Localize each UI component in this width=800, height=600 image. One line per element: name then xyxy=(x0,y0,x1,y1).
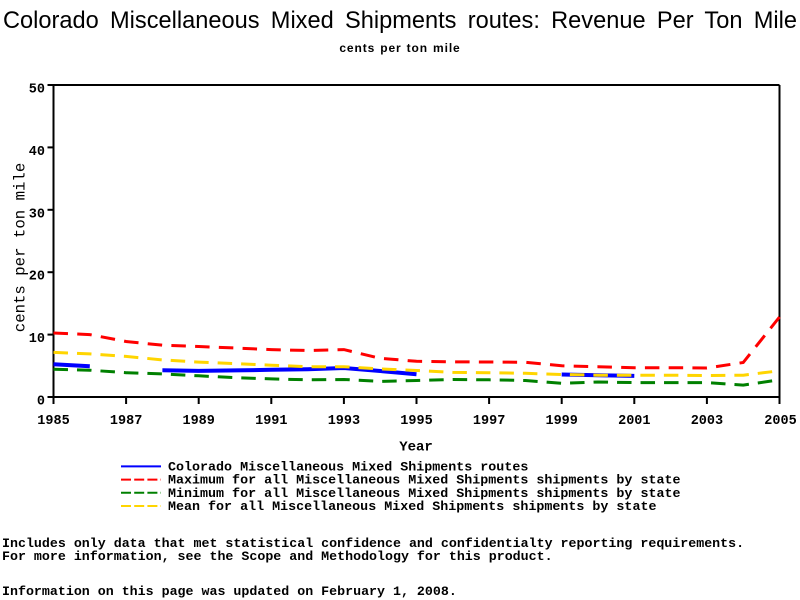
svg-text:cents per ton mile: cents per ton mile xyxy=(12,163,30,332)
svg-text:10: 10 xyxy=(29,332,45,347)
svg-text:1985: 1985 xyxy=(37,414,69,429)
svg-text:1993: 1993 xyxy=(328,414,360,429)
svg-text:Minimum for all Miscellaneous: Minimum for all Miscellaneous Mixed Ship… xyxy=(168,487,680,502)
svg-text:1997: 1997 xyxy=(473,414,505,429)
svg-text:2005: 2005 xyxy=(764,414,796,429)
svg-text:50: 50 xyxy=(29,83,45,98)
svg-text:40: 40 xyxy=(29,145,45,160)
svg-text:30: 30 xyxy=(29,207,45,222)
svg-text:20: 20 xyxy=(29,270,45,285)
svg-text:1995: 1995 xyxy=(400,414,432,429)
svg-text:0: 0 xyxy=(37,395,45,410)
svg-text:1987: 1987 xyxy=(110,414,142,429)
svg-text:1999: 1999 xyxy=(545,414,577,429)
svg-text:Maximum for all Miscellaneous: Maximum for all Miscellaneous Mixed Ship… xyxy=(168,474,680,489)
svg-text:Year: Year xyxy=(399,440,433,456)
svg-text:Colorado Miscellaneous Mixed S: Colorado Miscellaneous Mixed Shipments r… xyxy=(168,461,528,476)
svg-text:1991: 1991 xyxy=(255,414,287,429)
svg-text:2003: 2003 xyxy=(691,414,723,429)
svg-text:1989: 1989 xyxy=(182,414,214,429)
svg-text:2001: 2001 xyxy=(618,414,650,429)
svg-text:Mean for all Miscellaneous Mix: Mean for all Miscellaneous Mixed Shipmen… xyxy=(168,500,656,515)
